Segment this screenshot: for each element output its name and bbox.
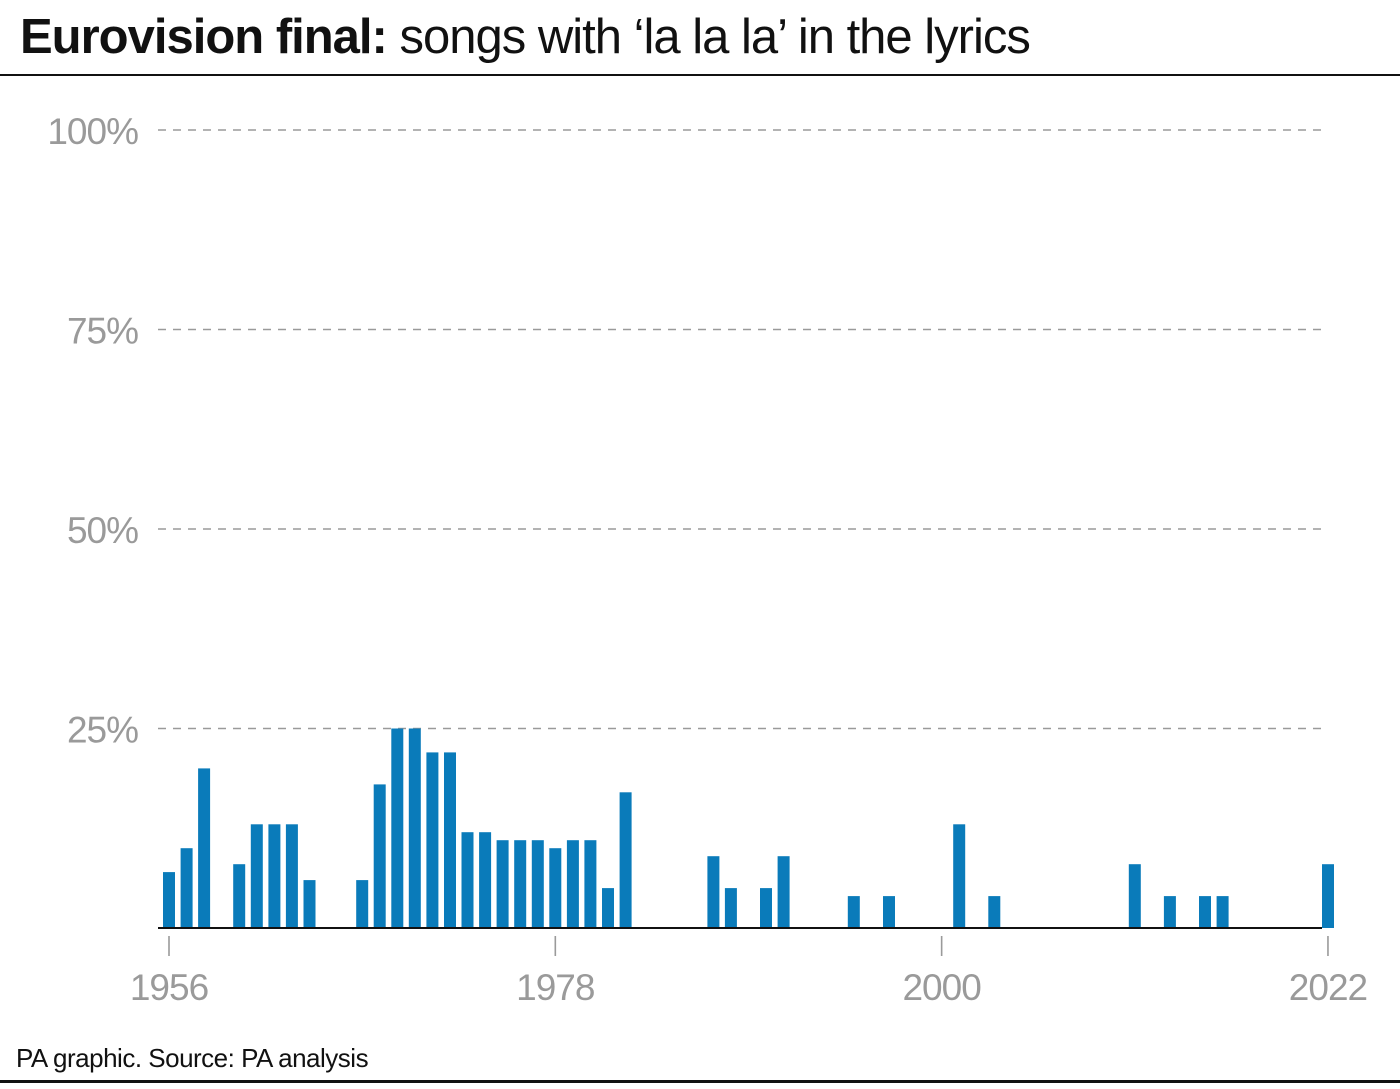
bar-1956 [163,872,175,928]
bar-1997 [883,896,895,928]
bar-1968 [373,784,386,928]
bar-1961 [250,824,263,928]
bar-1988 [724,888,737,928]
bar-1973 [461,832,474,928]
bar-2022 [1322,864,1334,928]
bar-2015 [1199,896,1211,928]
bar-1980 [584,840,597,928]
bar-1974 [479,832,492,928]
bar-2013 [1163,896,1176,928]
y-tick-label: 100% [47,111,138,152]
bar-1979 [566,840,579,928]
bar-1978 [549,848,562,928]
x-tick-label: 1956 [130,967,208,1008]
y-tick-label: 25% [67,710,138,751]
chart-title-rest: songs with ‘la la la’ in the lyrics [386,10,1030,64]
title-divider [0,74,1400,76]
bar-1962 [268,824,281,928]
x-tick-label: 1978 [516,967,594,1008]
bar-1972 [444,752,456,928]
bar-chart: 25% 50% 75% 100% 1956 1978 2000 2022 [47,111,1368,1008]
bar-2016 [1216,896,1229,928]
bar-1995 [847,896,860,928]
chart-title: Eurovision final: songs with ‘la la la’ … [20,6,1031,68]
y-axis-tick-labels: 25% 50% 75% 100% [47,111,139,751]
bar-1975 [496,840,509,928]
bar-1981 [602,888,614,928]
footer-divider [0,1080,1400,1083]
y-tick-label: 75% [67,311,138,352]
bar-1957 [180,848,193,928]
y-tick-label: 50% [67,510,138,551]
bar-1970 [408,728,421,928]
bar-1991 [777,856,790,928]
bar-1964 [303,880,316,928]
bar-2011 [1128,864,1141,928]
bar-1977 [531,840,544,928]
x-axis: 1956 1978 2000 2022 [130,927,1368,1008]
bar-1960 [233,864,246,928]
x-tick-label: 2000 [902,967,981,1008]
bar-1971 [426,752,439,928]
bar-1963 [285,824,298,928]
bar-1990 [760,888,772,928]
bar-1958 [198,768,211,928]
bar-1976 [514,840,527,928]
chart-title-bold: Eurovision final: [20,10,388,64]
bar-2003 [988,896,1001,928]
x-tick-label: 2022 [1289,967,1367,1008]
bar-2001 [953,824,966,928]
source-note: PA graphic. Source: PA analysis [16,1043,369,1073]
bar-1969 [391,728,404,928]
bar-1967 [356,880,369,928]
bars [163,728,1334,928]
bar-1987 [707,856,720,928]
bar-1982 [619,792,632,928]
gridlines [158,129,1322,730]
